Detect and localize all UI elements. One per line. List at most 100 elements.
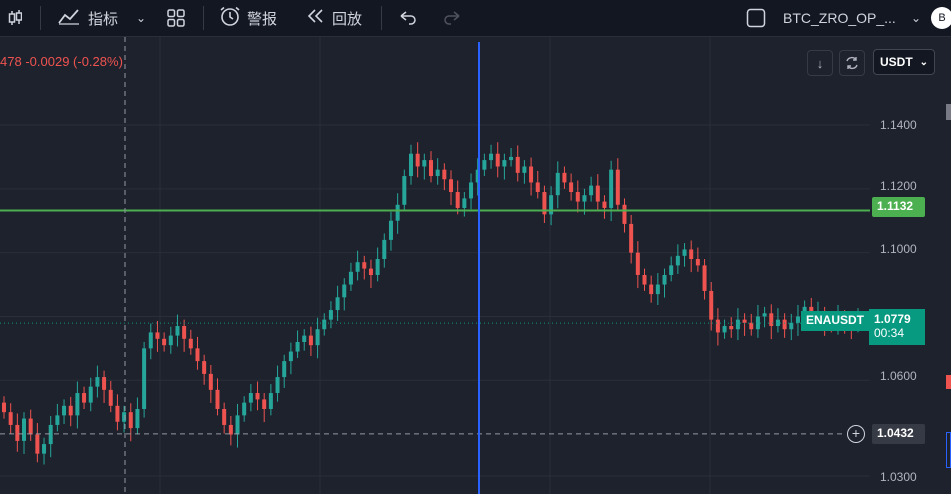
candle-body	[162, 338, 167, 346]
candle-body	[195, 348, 200, 362]
candle-body	[35, 434, 40, 454]
candle-body	[422, 160, 427, 167]
undo-icon[interactable]	[398, 0, 418, 36]
alarm-clock-icon	[219, 6, 241, 30]
candle-body	[222, 408, 227, 425]
candle-body	[208, 373, 213, 390]
candle-body	[695, 259, 700, 266]
candle-body	[442, 169, 447, 180]
candle-body	[188, 338, 193, 349]
candle-body	[622, 204, 627, 224]
candle-body	[715, 319, 720, 333]
candle-body	[689, 249, 694, 260]
arrow-down-icon[interactable]: ↓	[807, 50, 833, 76]
avatar[interactable]: B	[931, 7, 951, 29]
candle-body	[642, 274, 647, 285]
toolbar-divider	[203, 6, 204, 30]
chart-area[interactable]	[0, 37, 951, 494]
edge-marker	[946, 104, 951, 120]
candle-body	[175, 326, 180, 336]
candle-body	[55, 415, 60, 425]
candle-body	[502, 160, 507, 167]
candle-body	[755, 316, 760, 330]
candle-body	[68, 405, 73, 416]
price-axis-tick: 1.1200	[880, 179, 917, 193]
redo-icon[interactable]	[442, 0, 462, 36]
candle-body	[242, 402, 247, 416]
alerts-button[interactable]: 警报	[219, 0, 277, 36]
indicators-button[interactable]: 指标	[58, 0, 118, 36]
candle-body	[168, 335, 173, 346]
candle-body	[669, 265, 674, 275]
candle-body	[215, 389, 220, 409]
replay-button[interactable]: 回放	[306, 0, 362, 36]
currency-value: USDT	[880, 55, 913, 69]
candle-body	[589, 185, 594, 196]
candle-body	[375, 259, 380, 275]
candle-body	[255, 393, 260, 400]
candle-body	[662, 274, 667, 285]
alerts-label: 警报	[247, 10, 278, 28]
candle-body	[742, 319, 747, 323]
candle-body	[395, 204, 400, 221]
candle-body	[362, 262, 367, 269]
candle-body	[649, 284, 654, 295]
fullscreen-icon[interactable]	[746, 0, 766, 36]
candle-body	[462, 198, 467, 208]
candle-body	[62, 405, 67, 416]
candle-body	[22, 418, 27, 441]
candle-body	[469, 182, 474, 199]
candle-body	[475, 169, 480, 183]
sync-icon[interactable]	[839, 50, 865, 76]
candles-icon[interactable]	[8, 0, 22, 36]
candle-body	[108, 389, 113, 406]
candle-body	[42, 444, 47, 454]
symbol-selector[interactable]: BTC_ZRO_OP_...	[783, 0, 896, 36]
horizontal-line-price-tag[interactable]: 1.1132	[872, 197, 925, 217]
edge-marker	[946, 375, 951, 389]
candle-body	[95, 377, 100, 387]
toolbar-divider	[381, 6, 382, 30]
crosshair-price-tag: 1.0432	[872, 424, 925, 444]
candle-body	[402, 176, 407, 205]
candle-body	[702, 265, 707, 291]
candle-body	[82, 393, 87, 403]
candle-body	[635, 252, 640, 275]
candle-body	[762, 313, 767, 317]
candle-body	[429, 160, 433, 177]
candle-body	[248, 393, 253, 403]
candle-body	[769, 313, 774, 327]
candle-body	[615, 169, 620, 205]
candle-body	[382, 239, 387, 260]
candle-body	[368, 268, 373, 275]
candlestick-chart[interactable]	[0, 37, 951, 494]
candle-body	[102, 377, 107, 390]
chevron-down-icon: ⌄	[919, 56, 928, 68]
candle-body	[155, 332, 160, 339]
legend-change-pct: (-0.28%)	[73, 54, 123, 69]
candle-body	[88, 386, 93, 403]
price-axis-tick: 1.0300	[880, 470, 917, 484]
bar-countdown: 00:34	[874, 326, 905, 340]
candle-body	[789, 322, 794, 330]
candle-body	[295, 341, 300, 352]
candle-body	[782, 319, 787, 330]
candle-body	[749, 322, 754, 330]
candle-body	[569, 182, 574, 193]
replay-label: 回放	[332, 10, 363, 28]
candle-body	[128, 412, 133, 429]
chevron-down-icon[interactable]: ⌄	[911, 11, 922, 25]
add-plus-icon[interactable]: +	[847, 425, 865, 443]
candle-body	[709, 290, 714, 320]
candle-body	[15, 424, 20, 441]
candle-body	[48, 424, 53, 445]
candle-body	[529, 166, 534, 183]
currency-select[interactable]: USDT ⌄	[873, 49, 935, 75]
candle-body	[408, 153, 413, 177]
candle-body	[482, 160, 487, 170]
layout-grid-icon[interactable]	[167, 0, 185, 36]
top-toolbar: 指标 ⌄ 警报 回放 BTC_ZRO_OP_... ⌄ B	[0, 0, 951, 37]
chevron-down-icon[interactable]: ⌄	[136, 11, 147, 25]
candle-body	[302, 335, 307, 342]
candle-body	[575, 192, 580, 202]
